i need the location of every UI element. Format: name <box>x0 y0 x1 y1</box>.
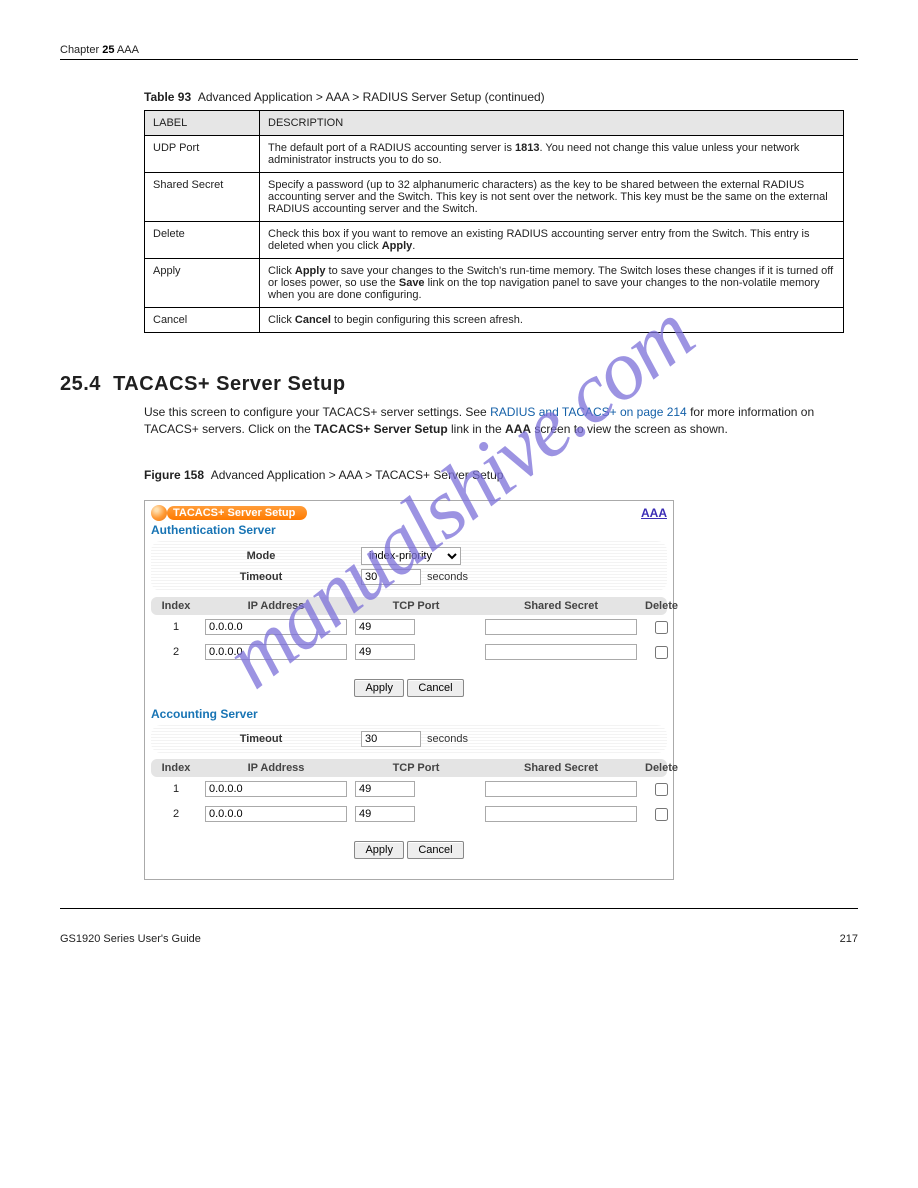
cell-desc: Click Cancel to begin configuring this s… <box>260 308 844 333</box>
page-number: 217 <box>840 933 858 945</box>
delete-checkbox[interactable] <box>655 621 668 634</box>
ip-input[interactable] <box>205 806 347 822</box>
figure-caption: Figure 158 Advanced Application > AAA > … <box>144 468 858 482</box>
port-input[interactable] <box>355 806 415 822</box>
table-caption-text: Advanced Application > AAA > RADIUS Serv… <box>198 90 545 104</box>
timeout-unit: seconds <box>427 571 468 583</box>
delete-checkbox[interactable] <box>655 783 668 796</box>
acct-server-heading: Accounting Server <box>151 707 667 721</box>
col-secret: Shared Secret <box>481 597 641 615</box>
col-ip: IP Address <box>201 597 351 615</box>
delete-checkbox[interactable] <box>655 646 668 659</box>
section-title: TACACS+ Server Setup <box>113 373 345 395</box>
cell-desc: The default port of a RADIUS accounting … <box>260 136 844 173</box>
cell-label: Apply <box>145 259 260 308</box>
cell-desc: Click Apply to save your changes to the … <box>260 259 844 308</box>
xref-link[interactable]: RADIUS and TACACS+ on page 214 <box>490 405 687 419</box>
page-header: Chapter 25 AAA <box>60 40 858 59</box>
col-description: DESCRIPTION <box>260 111 844 136</box>
figure-number: Figure 158 <box>144 468 204 482</box>
chapter-label: Chapter 25 AAA <box>60 44 139 56</box>
mode-select[interactable]: index-priority <box>361 547 461 565</box>
row-index: 1 <box>151 782 201 796</box>
acct-apply-button[interactable]: Apply <box>354 841 404 859</box>
figure-text: Advanced Application > AAA > TACACS+ Ser… <box>211 468 504 482</box>
table-caption: Table 93 Advanced Application > AAA > RA… <box>144 90 858 104</box>
auth-mode-block: Mode index-priority Timeout seconds <box>151 541 667 591</box>
table-row: UDP PortThe default port of a RADIUS acc… <box>145 136 844 173</box>
cell-label: Delete <box>145 222 260 259</box>
acct-cancel-button[interactable]: Cancel <box>407 841 463 859</box>
auth-grid-header: Index IP Address TCP Port Shared Secret … <box>151 597 667 615</box>
cell-desc: Check this box if you want to remove an … <box>260 222 844 259</box>
col-delete: Delete <box>641 597 681 615</box>
screenshot-figure: TACACS+ Server Setup AAA Authentication … <box>144 500 674 880</box>
delete-checkbox[interactable] <box>655 808 668 821</box>
secret-input[interactable] <box>485 619 637 635</box>
acct-timeout-unit: seconds <box>427 733 468 745</box>
cell-label: Shared Secret <box>145 173 260 222</box>
cell-label: UDP Port <box>145 136 260 173</box>
auth-cancel-button[interactable]: Cancel <box>407 679 463 697</box>
page-footer: GS1920 Series User's Guide 217 <box>60 929 858 953</box>
col-index: Index <box>151 597 201 615</box>
row-index: 1 <box>151 620 201 634</box>
section-number: 25.4 <box>60 373 101 395</box>
aaa-link[interactable]: AAA <box>641 506 667 520</box>
ip-input[interactable] <box>205 619 347 635</box>
port-input[interactable] <box>355 644 415 660</box>
ip-input[interactable] <box>205 644 347 660</box>
col-port: TCP Port <box>351 597 481 615</box>
secret-input[interactable] <box>485 644 637 660</box>
panel-title: TACACS+ Server Setup <box>167 506 307 520</box>
col-label: LABEL <box>145 111 260 136</box>
auth-timeout-input[interactable] <box>361 569 421 585</box>
acct-grid-header: Index IP Address TCP Port Shared Secret … <box>151 759 667 777</box>
row-index: 2 <box>151 645 201 659</box>
acct-timeout-input[interactable] <box>361 731 421 747</box>
server-row: 2 <box>151 802 667 827</box>
table-caption-num: Table 93 <box>144 90 191 104</box>
panel-title-bar: TACACS+ Server Setup AAA <box>151 505 667 521</box>
section-paragraph: Use this screen to configure your TACACS… <box>144 404 858 438</box>
secret-input[interactable] <box>485 781 637 797</box>
acct-timeout-label: Timeout <box>161 733 361 745</box>
ip-input[interactable] <box>205 781 347 797</box>
reference-table: LABEL DESCRIPTION UDP PortThe default po… <box>144 110 844 333</box>
chapter-number: 25 <box>102 44 114 56</box>
footer-rule <box>60 908 858 909</box>
mode-label: Mode <box>161 550 361 562</box>
auth-server-heading: Authentication Server <box>151 523 667 537</box>
cell-desc: Specify a password (up to 32 alphanumeri… <box>260 173 844 222</box>
auth-apply-button[interactable]: Apply <box>354 679 404 697</box>
server-row: 1 <box>151 777 667 802</box>
table-row: CancelClick Cancel to begin configuring … <box>145 308 844 333</box>
server-row: 1 <box>151 615 667 640</box>
table-row: DeleteCheck this box if you want to remo… <box>145 222 844 259</box>
header-rule <box>60 59 858 60</box>
port-input[interactable] <box>355 781 415 797</box>
table-row: Shared SecretSpecify a password (up to 3… <box>145 173 844 222</box>
acct-timeout-block: Timeout seconds <box>151 725 667 753</box>
row-index: 2 <box>151 807 201 821</box>
port-input[interactable] <box>355 619 415 635</box>
timeout-label: Timeout <box>161 571 361 583</box>
table-row: ApplyClick Apply to save your changes to… <box>145 259 844 308</box>
secret-input[interactable] <box>485 806 637 822</box>
cell-label: Cancel <box>145 308 260 333</box>
orb-icon <box>151 505 167 521</box>
server-row: 2 <box>151 640 667 665</box>
footer-left: GS1920 Series User's Guide <box>60 933 201 945</box>
section-heading: 25.4 TACACS+ Server Setup <box>60 373 858 396</box>
